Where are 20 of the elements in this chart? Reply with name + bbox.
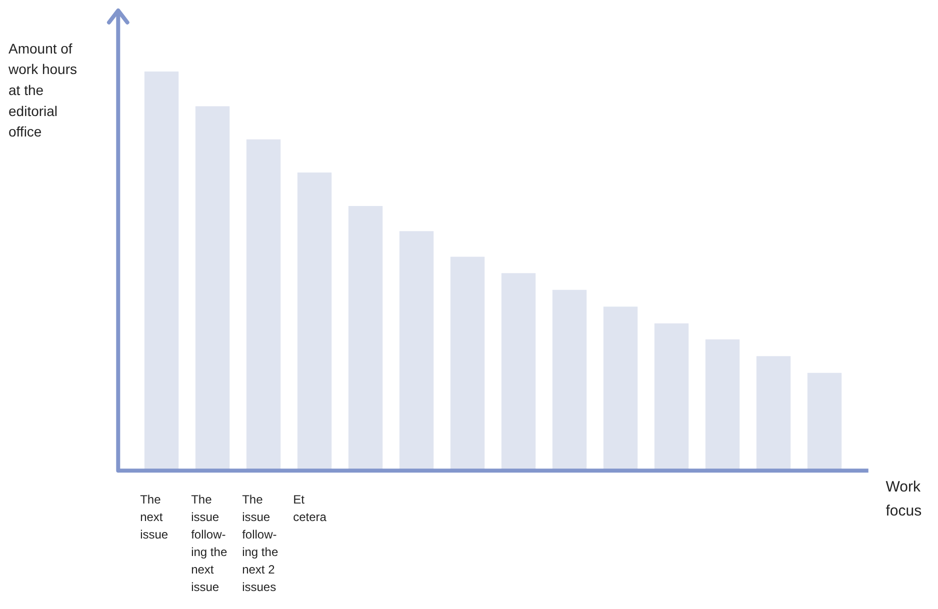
bar (144, 72, 179, 471)
bar (603, 306, 638, 471)
bar (807, 372, 842, 471)
bar (399, 231, 434, 471)
bar (450, 256, 485, 471)
bar (552, 290, 587, 471)
bar (501, 273, 536, 471)
bar (705, 339, 740, 471)
bar (246, 139, 281, 471)
bar (654, 323, 689, 471)
bar (756, 356, 791, 471)
bar (195, 106, 230, 471)
x-tick-label: The issue follow-ing the next 2 issues (242, 492, 278, 594)
bar (297, 172, 332, 471)
x-tick-label: The issue follow-ing the next issue (191, 492, 228, 594)
x-axis-title: Work focus (886, 478, 922, 520)
x-tick-label: The next issue (140, 492, 168, 542)
x-tick-label: Et cetera (293, 492, 327, 524)
bar (348, 206, 383, 471)
y-axis-title: Amount of work hours at the editorial office (8, 40, 77, 140)
